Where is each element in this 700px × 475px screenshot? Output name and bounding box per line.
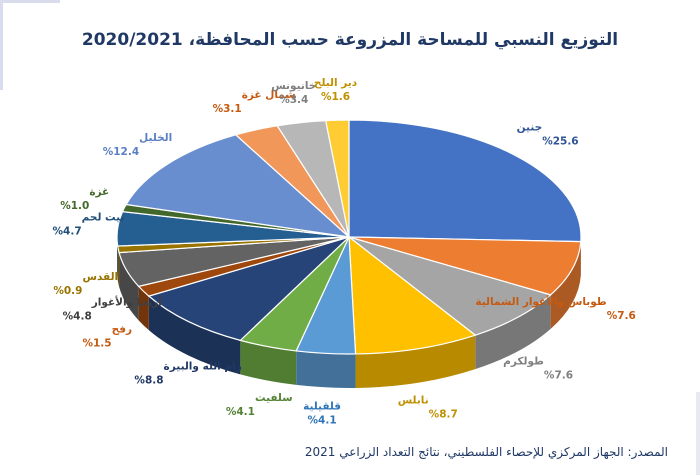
slice-label-value-10: %4.7 bbox=[53, 226, 82, 238]
slice-label-name-0: جنين bbox=[517, 122, 543, 134]
slice-label-name-13: شمال غزة bbox=[242, 89, 296, 101]
pie-slice-0 bbox=[348, 119, 582, 243]
slice-label-name-8: أريحا والأغوار bbox=[91, 295, 162, 309]
slice-label-name-14: خانيونس bbox=[271, 80, 316, 92]
pie-slice-15 bbox=[324, 119, 350, 238]
slice-label-name-6: رام الله والبيرة bbox=[164, 361, 242, 373]
slice-label-name-7: رفح bbox=[112, 323, 132, 335]
pie-slice-3 bbox=[348, 235, 477, 355]
slice-label-value-7: %1.5 bbox=[82, 337, 111, 349]
slice-label-value-15: %1.6 bbox=[321, 91, 350, 103]
source-note: المصدر: الجهاز المركزي للإحصاء الفلسطيني… bbox=[304, 445, 668, 459]
slice-label-name-15: دير البلح bbox=[314, 77, 358, 89]
pie-side-2 bbox=[475, 294, 551, 370]
decorative-frame-top bbox=[0, 0, 60, 3]
slice-label-name-12: الخليل bbox=[139, 132, 172, 144]
pie-side-7 bbox=[138, 286, 149, 331]
chart-title: التوزيع النسبي للمساحة المزروعة حسب المح… bbox=[81, 30, 619, 50]
slice-label-name-4: قلقيلية bbox=[303, 400, 341, 412]
slice-label-value-6: %8.8 bbox=[134, 375, 163, 387]
pie-side-6 bbox=[148, 296, 241, 375]
pie-side-1 bbox=[550, 241, 581, 329]
pie-slice-12 bbox=[125, 134, 351, 238]
slice-label-value-0: %25.6 bbox=[542, 136, 578, 148]
pie-side-3 bbox=[355, 335, 476, 388]
slice-label-name-5: سلفيت bbox=[255, 392, 293, 404]
slice-label-name-2: طولكرم bbox=[503, 356, 544, 368]
slice-label-value-1: %7.6 bbox=[607, 310, 636, 322]
pie-slice-2 bbox=[348, 236, 552, 336]
decorative-frame-right bbox=[696, 392, 700, 475]
pie-slice-6 bbox=[147, 236, 350, 342]
slice-label-name-3: نابلس bbox=[398, 394, 429, 406]
slice-label-value-8: %4.8 bbox=[63, 311, 92, 323]
slice-label-value-14: %3.4 bbox=[279, 94, 308, 106]
slice-label-value-9: %0.9 bbox=[53, 285, 82, 297]
slice-label-value-5: %4.1 bbox=[226, 406, 255, 418]
slice-label-name-1: طوباس والأغوار الشمالية bbox=[475, 295, 606, 308]
slice-label-name-11: غزة bbox=[89, 186, 109, 198]
pie-side-8 bbox=[119, 252, 139, 321]
slice-label-name-10: بيت لحم bbox=[82, 212, 125, 224]
pie-side-4 bbox=[296, 350, 356, 388]
slice-label-value-11: %1.0 bbox=[60, 200, 89, 212]
pie-slice-1 bbox=[348, 236, 582, 296]
slice-label-value-4: %4.1 bbox=[308, 414, 337, 426]
slice-label-value-2: %7.6 bbox=[544, 370, 573, 382]
pie-side-5 bbox=[240, 340, 297, 385]
slice-label-value-13: %3.1 bbox=[213, 103, 242, 115]
slice-label-name-9: القدس bbox=[82, 271, 118, 283]
pie-side-9 bbox=[117, 246, 120, 287]
decorative-frame-left bbox=[0, 0, 3, 90]
slice-label-value-3: %8.7 bbox=[429, 408, 458, 420]
slice-label-value-12: %12.4 bbox=[103, 146, 139, 158]
